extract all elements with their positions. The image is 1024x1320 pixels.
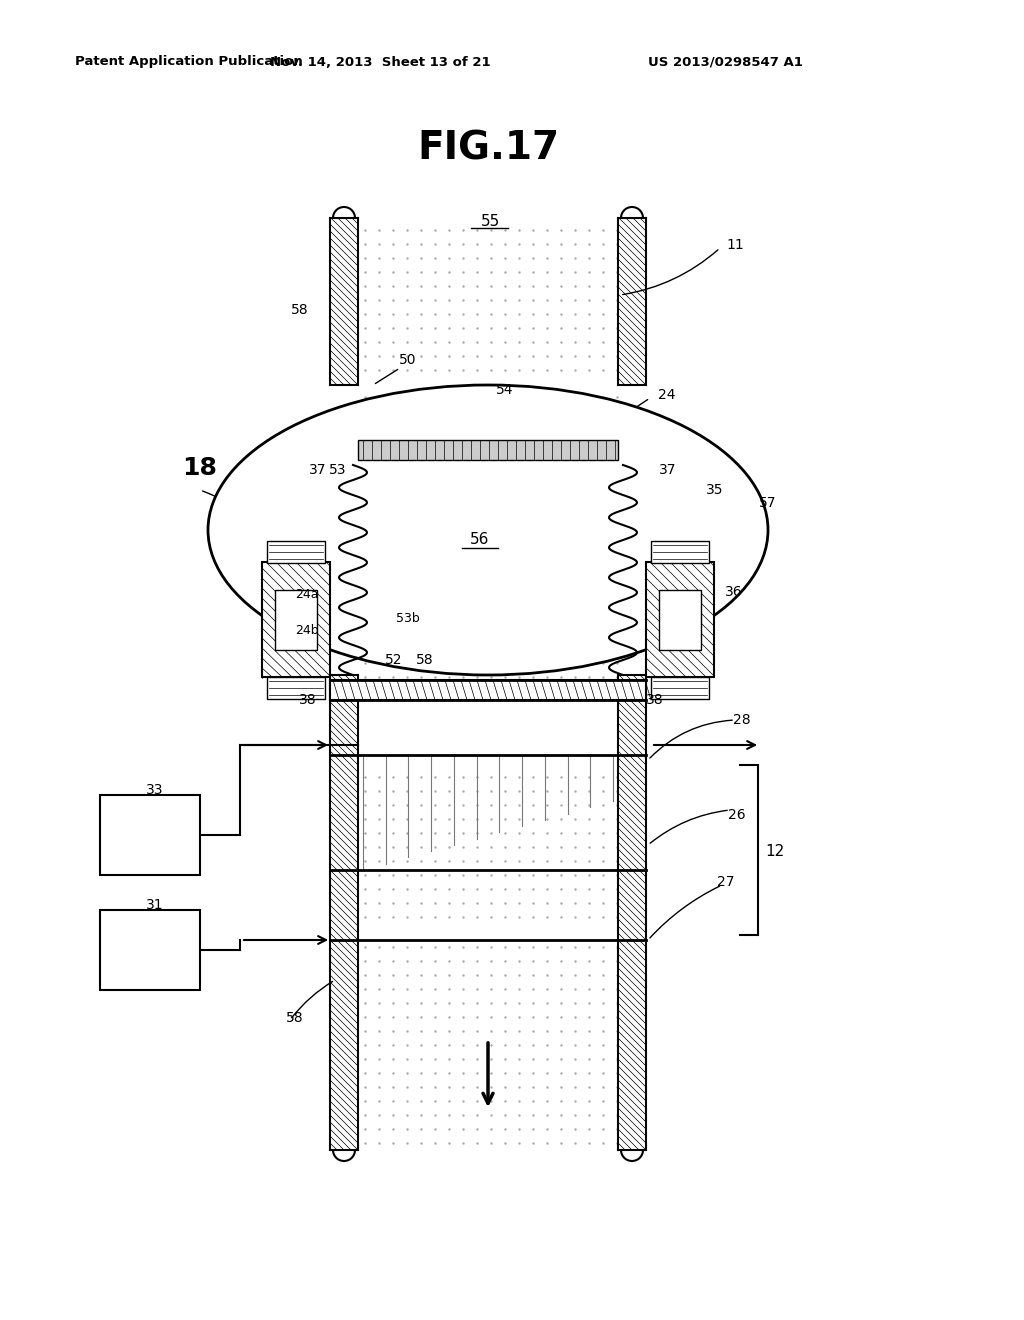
Text: 36: 36	[725, 585, 742, 599]
Text: Nov. 14, 2013  Sheet 13 of 21: Nov. 14, 2013 Sheet 13 of 21	[269, 55, 490, 69]
Bar	[330, 680, 646, 700]
Text: FIG.17: FIG.17	[417, 129, 559, 168]
Text: 27: 27	[717, 875, 735, 888]
Text: 37: 37	[309, 463, 327, 477]
Text: 12: 12	[765, 845, 784, 859]
Text: 52: 52	[385, 653, 402, 667]
Text: 54: 54	[497, 383, 514, 397]
Text: Patent Application Publication: Patent Application Publication	[75, 55, 303, 69]
Text: 31: 31	[146, 898, 164, 912]
Text: 50: 50	[399, 352, 417, 367]
Text: 24a: 24a	[295, 589, 318, 602]
Text: 58: 58	[416, 653, 434, 667]
Bar	[618, 218, 646, 385]
Bar	[651, 677, 709, 700]
Bar	[100, 909, 200, 990]
Bar	[262, 562, 330, 677]
Text: 18: 18	[182, 455, 217, 480]
Bar	[659, 590, 701, 649]
Text: 24: 24	[658, 388, 676, 403]
Text: 11: 11	[726, 238, 743, 252]
Text: 24b: 24b	[295, 623, 318, 636]
Text: 57: 57	[759, 496, 777, 510]
Text: 35: 35	[707, 483, 724, 498]
Text: 56: 56	[470, 532, 489, 548]
Bar	[267, 677, 325, 700]
Bar	[646, 562, 714, 677]
Text: 37: 37	[659, 463, 677, 477]
Text: 58: 58	[291, 304, 309, 317]
Bar	[275, 590, 317, 649]
Bar	[330, 218, 358, 385]
Text: 58: 58	[286, 1011, 304, 1026]
Ellipse shape	[208, 385, 768, 675]
Text: 53: 53	[330, 463, 347, 477]
Bar	[330, 675, 358, 1150]
Text: 38: 38	[646, 693, 664, 708]
Bar	[267, 541, 325, 564]
Text: 53b: 53b	[396, 611, 420, 624]
Text: US 2013/0298547 A1: US 2013/0298547 A1	[648, 55, 803, 69]
Text: 38: 38	[299, 693, 316, 708]
Text: 55: 55	[480, 214, 500, 230]
Text: 33: 33	[146, 783, 164, 797]
Bar	[618, 675, 646, 1150]
Bar	[358, 440, 618, 459]
Bar	[100, 795, 200, 875]
Text: 26: 26	[728, 808, 745, 822]
Bar	[651, 541, 709, 564]
Text: 28: 28	[733, 713, 751, 727]
